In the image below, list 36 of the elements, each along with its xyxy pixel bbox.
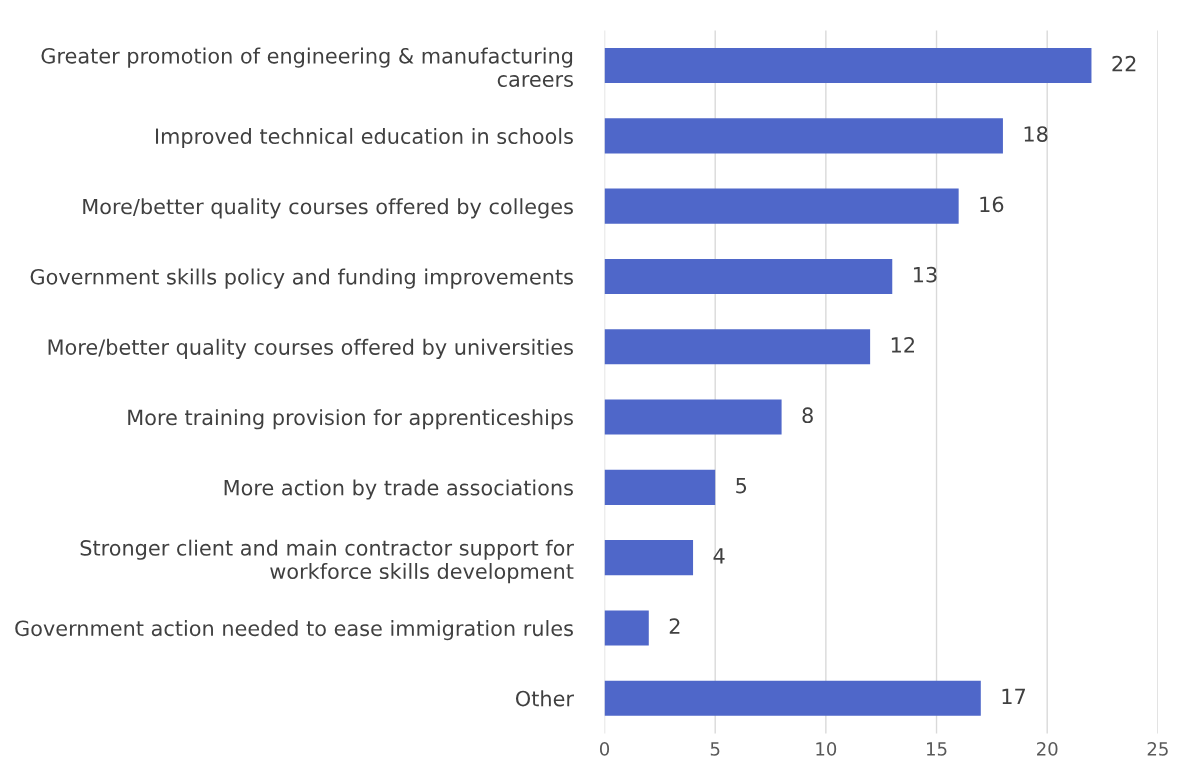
y-tick-label: More action by trade associations (224, 479, 573, 500)
data-label: 12 (891, 337, 914, 353)
y-tick-label: Greater promotion of engineering & manufacturing careers (41, 47, 573, 88)
bar (604, 469, 716, 505)
data-label: 17 (1002, 688, 1025, 704)
y-tick-label: Stronger client and main contractor support for workforce skills development (80, 539, 574, 584)
bar (604, 258, 893, 295)
bar (604, 680, 981, 716)
x-tick-label: 10 (816, 742, 837, 756)
data-label: 16 (980, 196, 1004, 213)
bar (604, 399, 782, 435)
x-tick-label: 20 (1037, 742, 1058, 756)
data-label: 18 (1024, 126, 1048, 142)
bar (604, 118, 1003, 154)
bar (604, 610, 649, 646)
y-tick-label: Government skills policy and funding improvements (30, 268, 573, 289)
y-tick-label: More/better quality courses offered by colleges (83, 198, 573, 219)
bar (604, 329, 871, 365)
data-label: 22 (1112, 55, 1136, 72)
y-tick-label: Improved technical education in schools (155, 127, 573, 149)
data-label: 5 (736, 477, 747, 494)
data-label: 4 (713, 548, 725, 564)
bar (604, 540, 694, 576)
y-tick-label: More/better quality courses offered by universities (48, 338, 573, 359)
x-tick-label: 5 (710, 742, 720, 756)
x-tick-label: 25 (1147, 742, 1168, 756)
y-tick-label: Other (515, 690, 574, 707)
x-tick-label: 0 (599, 742, 610, 756)
bar (604, 47, 1092, 84)
data-label: 2 (669, 618, 680, 634)
x-tick-label: 15 (927, 742, 947, 756)
y-tick-label: Government action needed to ease immigration rules (15, 620, 573, 641)
y-tick-label: More training provision for apprenticeships (128, 409, 573, 430)
data-label: 13 (913, 266, 937, 283)
data-label: 8 (802, 407, 813, 424)
bar (604, 188, 959, 224)
